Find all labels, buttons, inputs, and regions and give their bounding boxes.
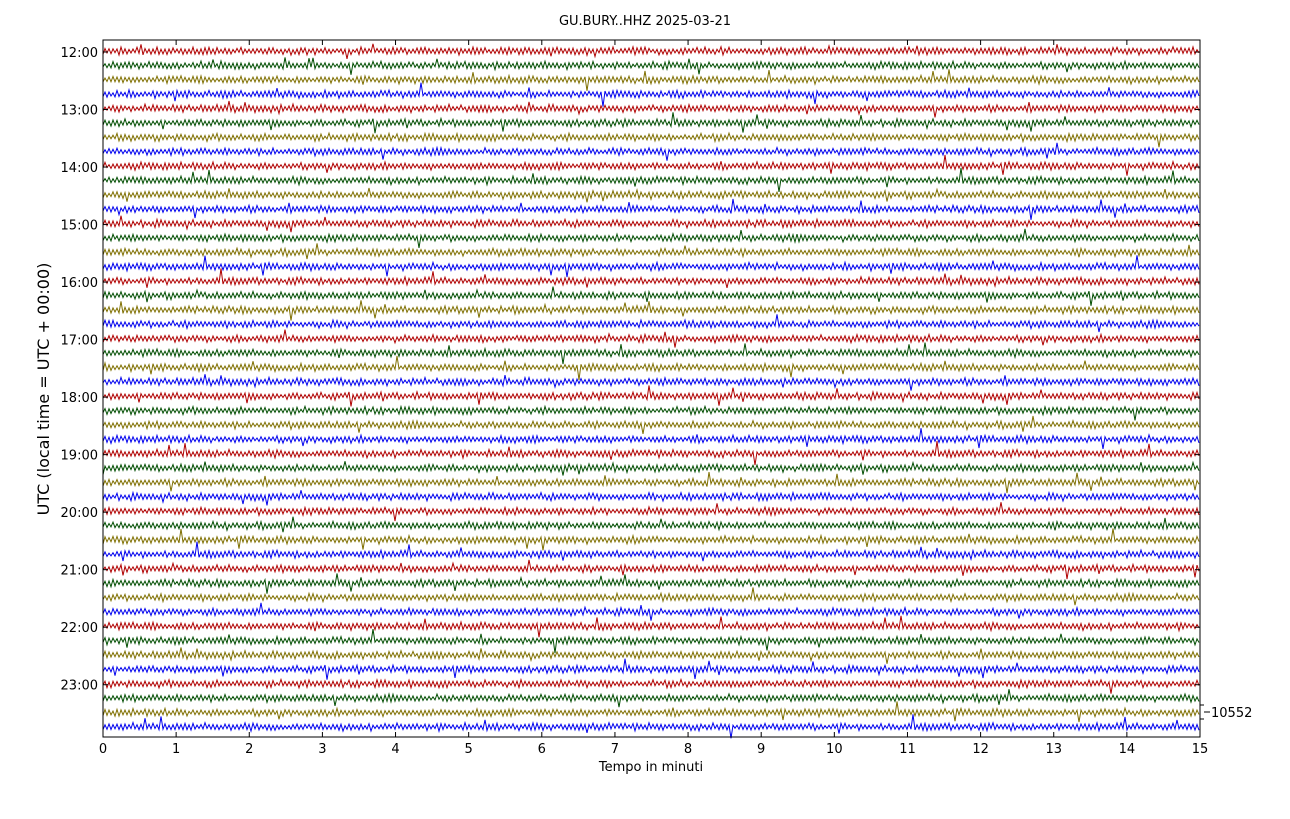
x-tick-label: 13 [1045,742,1062,757]
plot-frame [102,39,1201,738]
trace-line [102,57,1200,75]
trace-line [102,314,1200,333]
x-tick-label: 5 [465,742,473,757]
x-tick-label: 4 [391,742,399,757]
trace-line [102,573,1200,594]
y-tick-label: 12:00 [61,46,98,61]
trace-line [102,112,1200,134]
trace-line [102,385,1200,407]
x-tick-label: 7 [611,742,619,757]
scale-label: 10552 [1211,706,1252,721]
trace-line [102,647,1200,664]
trace-line [102,541,1200,562]
y-axis-ticks: 12:00 13:00 14:00 15:00 16:00 17:00 18:00 19:00… [61,46,1200,694]
trace-line [102,374,1200,391]
x-tick-label: 14 [1119,742,1136,757]
trace-line [102,228,1200,248]
y-tick-label: 15:00 [61,219,98,234]
trace-line [102,198,1200,220]
x-tick-label: 10 [826,742,843,757]
trace-line [102,587,1200,606]
y-tick-label: 23:00 [61,679,98,694]
x-tick-label: 15 [1192,742,1209,757]
y-tick-label: 13:00 [61,104,98,119]
x-tick-label: 0 [99,742,107,757]
trace-line [102,167,1200,192]
trace-line [102,658,1200,680]
x-tick-label: 8 [684,742,692,757]
x-tick-label: 6 [538,742,546,757]
trace-line [102,300,1200,321]
y-tick-label: 22:00 [61,621,98,636]
x-tick-label: 12 [972,742,989,757]
trace-line [102,629,1200,654]
trace-line [102,329,1200,348]
y-tick-label: 18:00 [61,391,98,406]
x-axis-ticks: 0 1 2 3 4 5 6 7 8 9 10 11 12 13 14 15 [99,40,1208,757]
trace-line [102,701,1200,723]
trace-line [102,677,1200,694]
trace-line [102,187,1200,203]
y-tick-label: 20:00 [61,506,98,521]
trace-line [102,615,1200,638]
trace-line [102,559,1200,580]
x-tick-label: 2 [245,742,253,757]
trace-line [102,43,1200,60]
trace-line [102,516,1200,533]
trace-line [102,342,1200,365]
trace-line [102,69,1200,91]
trace-line [102,472,1200,494]
trace-line [102,441,1200,466]
trace-line [102,131,1200,148]
x-tick-label: 3 [318,742,326,757]
scale-bracket [1199,704,1204,720]
scale-bar: 10552 [1199,704,1252,721]
trace-line [102,82,1200,107]
trace-line [102,602,1200,621]
trace-line [102,502,1200,522]
trace-line [102,528,1200,551]
trace-line [102,154,1200,176]
trace-line [102,714,1200,739]
trace-line [102,415,1200,434]
x-tick-label: 1 [172,742,180,757]
trace-line [102,142,1200,161]
trace-line [102,255,1200,278]
y-tick-label: 19:00 [61,449,98,464]
trace-line [102,243,1200,260]
y-tick-label: 16:00 [61,276,98,291]
trace-line [102,215,1200,233]
y-tick-label: 14:00 [61,161,98,176]
x-axis-label: Tempo in minuti [598,760,703,775]
trace-line [102,460,1200,476]
y-axis-label: UTC (local time = UTC + 00:00) [34,263,53,516]
trace-line [102,404,1200,421]
trace-line [102,355,1200,380]
trace-line [102,286,1200,306]
y-tick-label: 21:00 [61,564,98,579]
trace-line [102,100,1200,118]
trace-line [102,268,1200,289]
y-tick-label: 17:00 [61,334,98,349]
trace-line [102,490,1200,506]
trace-group [102,43,1200,739]
trace-line [102,428,1200,449]
trace-line [102,689,1200,708]
chart-title: GU.BURY..HHZ 2025-03-21 [559,14,731,29]
x-tick-label: 11 [899,742,916,757]
x-tick-label: 9 [757,742,765,757]
